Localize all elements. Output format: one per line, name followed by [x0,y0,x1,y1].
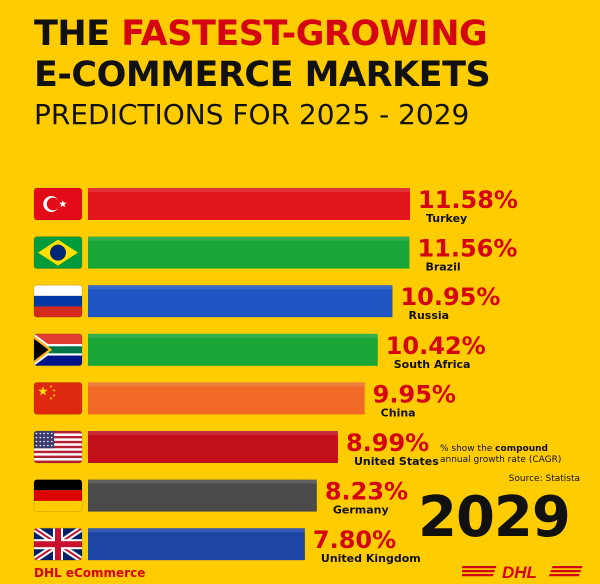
title-line-2: E-COMMERCE MARKETS [34,55,491,95]
category-label-brazil: Brazil [425,261,460,274]
value-label-china: 9.95% [373,380,456,408]
title-prefix: THE [34,14,122,54]
category-label-russia: Russia [408,309,449,322]
bar-south-africa [88,333,378,366]
dhl-logo: DHL [462,563,583,580]
bar-germany [88,479,317,512]
bar-highlight-south-africa [88,333,378,338]
china-flag-icon [33,381,83,415]
bar-united-states [88,431,338,463]
brand-label: DHL eCommerce [34,566,146,580]
title-line-1: THE FASTEST-GROWING [34,14,490,55]
category-label-turkey: Turkey [426,212,467,225]
bar-highlight-united-kingdom [88,528,305,533]
value-label-germany: 8.23% [325,478,408,506]
category-label-south-africa: South Africa [394,358,471,371]
category-label-germany: Germany [333,504,389,517]
bar-highlight-russia [88,285,393,290]
value-label-turkey: 11.58% [418,186,518,214]
united-states-flag-icon [33,430,83,464]
bar-highlight-china [88,382,365,387]
year-label: 2029 [418,485,571,550]
bar-brazil [88,236,410,269]
category-label-united-kingdom: United Kingdom [321,552,421,565]
south-africa-flag-icon [33,333,83,367]
brazil-flag-icon [33,236,83,270]
title-highlight: FASTEST-GROWING [121,14,488,54]
bar-china [88,382,365,415]
bar-turkey [88,188,410,220]
russia-flag-icon [33,284,83,318]
dhl-logo-text: DHL [502,563,537,580]
value-label-south-africa: 10.42% [386,332,486,360]
value-label-russia: 10.95% [400,283,500,311]
footnote-bold: compound [495,444,548,454]
footnote-pre: % show the [440,444,496,454]
bar-united-kingdom [88,528,305,561]
value-label-united-kingdom: 7.80% [313,526,396,554]
value-label-brazil: 11.56% [417,235,517,263]
turkey-flag-icon [33,187,83,221]
bar-highlight-turkey [88,188,410,192]
united-kingdom-flag-icon [33,527,83,561]
bar-highlight-germany [88,479,317,484]
category-label-china: China [381,406,416,419]
footnote-rest: annual growth rate (CAGR) [440,455,562,465]
bar-russia [88,285,393,318]
category-label-united-states: United States [354,455,439,468]
bar-highlight-united-states [88,431,338,435]
value-label-united-states: 8.99% [346,429,429,457]
subtitle: PREDICTIONS FOR 2025 - 2029 [34,98,470,131]
bar-highlight-brazil [88,236,410,241]
title-block: THE FASTEST-GROWING E-COMMERCE MARKETS P… [34,14,491,132]
source-label: Source: Statista [508,474,580,484]
footnote: % show the compound annual growth rate (C… [440,444,580,466]
germany-flag-icon [33,479,83,513]
